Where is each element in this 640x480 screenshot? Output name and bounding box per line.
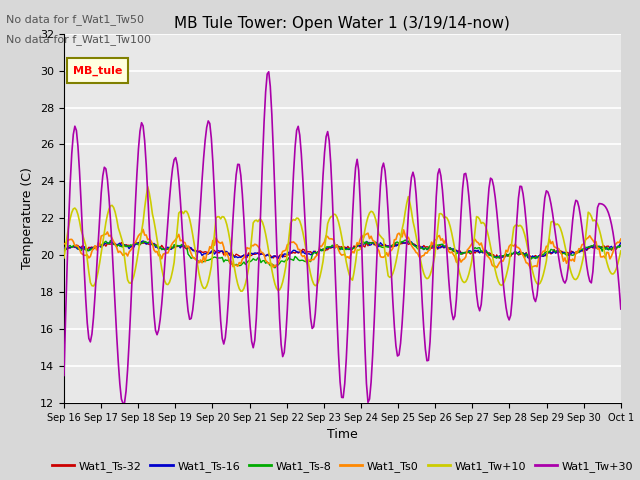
Legend: Wat1_Ts-32, Wat1_Ts-16, Wat1_Ts-8, Wat1_Ts0, Wat1_Tw+10, Wat1_Tw+30: Wat1_Ts-32, Wat1_Ts-16, Wat1_Ts-8, Wat1_… bbox=[47, 457, 637, 477]
Text: No data for f_Wat1_Tw100: No data for f_Wat1_Tw100 bbox=[6, 34, 152, 45]
FancyBboxPatch shape bbox=[67, 58, 128, 84]
Text: No data for f_Wat1_Tw50: No data for f_Wat1_Tw50 bbox=[6, 14, 145, 25]
Y-axis label: Temperature (C): Temperature (C) bbox=[22, 168, 35, 269]
Text: MB_tule: MB_tule bbox=[73, 65, 122, 76]
X-axis label: Time: Time bbox=[327, 429, 358, 442]
Title: MB Tule Tower: Open Water 1 (3/19/14-now): MB Tule Tower: Open Water 1 (3/19/14-now… bbox=[175, 16, 510, 31]
